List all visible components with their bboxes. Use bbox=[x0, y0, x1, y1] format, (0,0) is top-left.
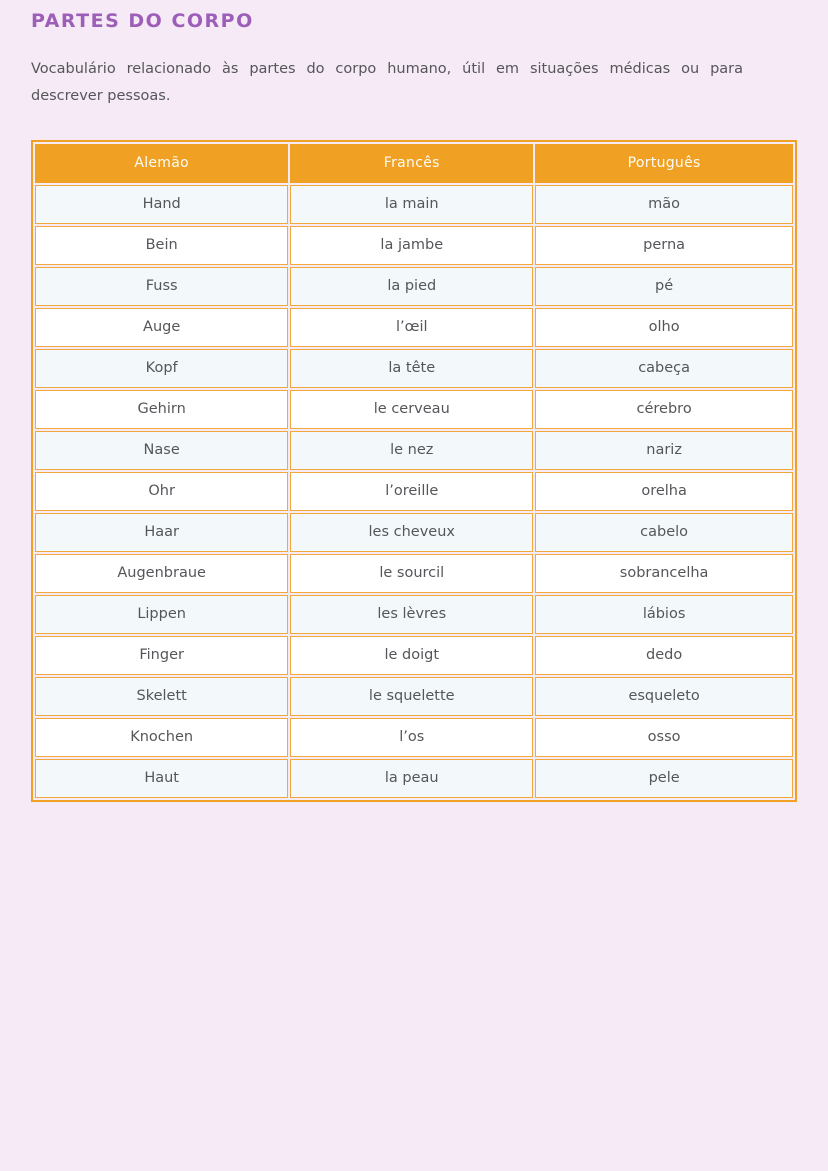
cell-french: l’os bbox=[290, 717, 534, 757]
cell-french: la main bbox=[290, 184, 534, 224]
cell-portuguese: pele bbox=[535, 758, 793, 798]
cell-french: le nez bbox=[290, 430, 534, 470]
cell-french: la jambe bbox=[290, 225, 534, 265]
cell-french: les lèvres bbox=[290, 594, 534, 634]
table-row: Skelett le squelette esqueleto bbox=[35, 676, 793, 716]
table-header: Alemão Francês Português bbox=[35, 143, 793, 183]
cell-portuguese: cérebro bbox=[535, 389, 793, 429]
cell-portuguese: osso bbox=[535, 717, 793, 757]
cell-portuguese: cabeça bbox=[535, 348, 793, 388]
cell-french: l’oreille bbox=[290, 471, 534, 511]
cell-german: Ohr bbox=[35, 471, 289, 511]
cell-portuguese: olho bbox=[535, 307, 793, 347]
cell-portuguese: mão bbox=[535, 184, 793, 224]
page-title: PARTES DO CORPO bbox=[31, 10, 254, 32]
cell-portuguese: dedo bbox=[535, 635, 793, 675]
cell-german: Bein bbox=[35, 225, 289, 265]
cell-french: la pied bbox=[290, 266, 534, 306]
cell-german: Kopf bbox=[35, 348, 289, 388]
cell-german: Knochen bbox=[35, 717, 289, 757]
cell-french: la tête bbox=[290, 348, 534, 388]
cell-portuguese: perna bbox=[535, 225, 793, 265]
cell-german: Gehirn bbox=[35, 389, 289, 429]
vocabulary-table: Alemão Francês Português Hand la main mão B… bbox=[31, 139, 797, 802]
table-row: Haar les cheveux cabelo bbox=[35, 512, 793, 552]
table-row: Hand la main mão bbox=[35, 184, 793, 224]
cell-portuguese: pé bbox=[535, 266, 793, 306]
table-row: Auge l’œil olho bbox=[35, 307, 793, 347]
table-row: Knochen l’os osso bbox=[35, 717, 793, 757]
table-header-row: Alemão Francês Português bbox=[35, 143, 793, 183]
table-row: Augenbraue le sourcil sobrancelha bbox=[35, 553, 793, 593]
cell-french: le sourcil bbox=[290, 553, 534, 593]
vocabulary-page: PARTES DO CORPO Vocabulário relacionado … bbox=[31, 10, 797, 802]
table-body: Hand la main mão Bein la jambe perna Fuss la pi… bbox=[35, 184, 793, 798]
cell-german: Augenbraue bbox=[35, 553, 289, 593]
cell-german: Fuss bbox=[35, 266, 289, 306]
cell-portuguese: sobrancelha bbox=[535, 553, 793, 593]
cell-french: le doigt bbox=[290, 635, 534, 675]
column-header-portuguese: Português bbox=[535, 143, 793, 183]
table-row: Haut la peau pele bbox=[35, 758, 793, 798]
table-row: Ohr l’oreille orelha bbox=[35, 471, 793, 511]
page-description: Vocabulário relacionado às partes do cor… bbox=[31, 61, 743, 104]
cell-german: Hand bbox=[35, 184, 289, 224]
table-row: Fuss la pied pé bbox=[35, 266, 793, 306]
cell-german: Haar bbox=[35, 512, 289, 552]
table-row: Gehirn le cerveau cérebro bbox=[35, 389, 793, 429]
cell-portuguese: esqueleto bbox=[535, 676, 793, 716]
cell-portuguese: cabelo bbox=[535, 512, 793, 552]
cell-german: Haut bbox=[35, 758, 289, 798]
cell-german: Lippen bbox=[35, 594, 289, 634]
cell-german: Skelett bbox=[35, 676, 289, 716]
cell-german: Nase bbox=[35, 430, 289, 470]
cell-french: l’œil bbox=[290, 307, 534, 347]
cell-french: la peau bbox=[290, 758, 534, 798]
cell-portuguese: orelha bbox=[535, 471, 793, 511]
cell-french: les cheveux bbox=[290, 512, 534, 552]
cell-portuguese: lábios bbox=[535, 594, 793, 634]
table-row: Lippen les lèvres lábios bbox=[35, 594, 793, 634]
table-row: Bein la jambe perna bbox=[35, 225, 793, 265]
table-row: Finger le doigt dedo bbox=[35, 635, 793, 675]
column-header-french: Francês bbox=[290, 143, 534, 183]
cell-portuguese: nariz bbox=[535, 430, 793, 470]
column-header-german: Alemão bbox=[35, 143, 289, 183]
cell-french: le cerveau bbox=[290, 389, 534, 429]
cell-french: le squelette bbox=[290, 676, 534, 716]
cell-german: Auge bbox=[35, 307, 289, 347]
cell-german: Finger bbox=[35, 635, 289, 675]
table-row: Nase le nez nariz bbox=[35, 430, 793, 470]
table-row: Kopf la tête cabeça bbox=[35, 348, 793, 388]
